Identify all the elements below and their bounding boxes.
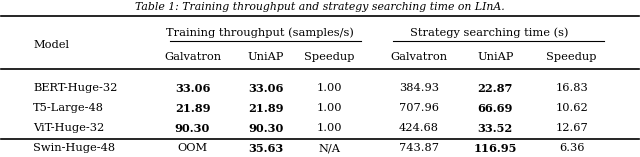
Text: 90.30: 90.30 — [175, 123, 211, 134]
Text: 10.62: 10.62 — [556, 103, 588, 113]
Text: 1.00: 1.00 — [317, 83, 342, 93]
Text: UniAP: UniAP — [477, 52, 513, 62]
Text: 384.93: 384.93 — [399, 83, 439, 93]
Text: BERT-Huge-32: BERT-Huge-32 — [33, 83, 118, 93]
Text: 21.89: 21.89 — [175, 103, 211, 114]
Text: Strategy searching time (s): Strategy searching time (s) — [410, 28, 568, 38]
Text: Galvatron: Galvatron — [164, 52, 221, 62]
Text: UniAP: UniAP — [248, 52, 284, 62]
Text: Speedup: Speedup — [547, 52, 597, 62]
Text: OOM: OOM — [177, 143, 207, 153]
Text: 6.36: 6.36 — [559, 143, 584, 153]
Text: 22.87: 22.87 — [477, 83, 513, 94]
Text: 12.67: 12.67 — [556, 123, 588, 133]
Text: 35.63: 35.63 — [248, 143, 284, 154]
Text: 21.89: 21.89 — [248, 103, 284, 114]
Text: 1.00: 1.00 — [317, 123, 342, 133]
Text: 16.83: 16.83 — [556, 83, 588, 93]
Text: Speedup: Speedup — [304, 52, 355, 62]
Text: Training throughput (samples/s): Training throughput (samples/s) — [166, 28, 353, 38]
Text: 33.52: 33.52 — [477, 123, 513, 134]
Text: 33.06: 33.06 — [175, 83, 211, 94]
Text: 743.87: 743.87 — [399, 143, 439, 153]
Text: N/A: N/A — [319, 143, 340, 153]
Text: Swin-Huge-48: Swin-Huge-48 — [33, 143, 115, 153]
Text: ViT-Huge-32: ViT-Huge-32 — [33, 123, 104, 133]
Text: Table 1: Training throughput and strategy searching time on LInA.: Table 1: Training throughput and strateg… — [135, 2, 505, 11]
Text: Model: Model — [33, 40, 69, 50]
Text: 33.06: 33.06 — [248, 83, 284, 94]
Text: 116.95: 116.95 — [474, 143, 517, 154]
Text: 1.00: 1.00 — [317, 103, 342, 113]
Text: 707.96: 707.96 — [399, 103, 439, 113]
Text: T5-Large-48: T5-Large-48 — [33, 103, 104, 113]
Text: 66.69: 66.69 — [477, 103, 513, 114]
Text: 90.30: 90.30 — [248, 123, 284, 134]
Text: Galvatron: Galvatron — [390, 52, 447, 62]
Text: 424.68: 424.68 — [399, 123, 439, 133]
